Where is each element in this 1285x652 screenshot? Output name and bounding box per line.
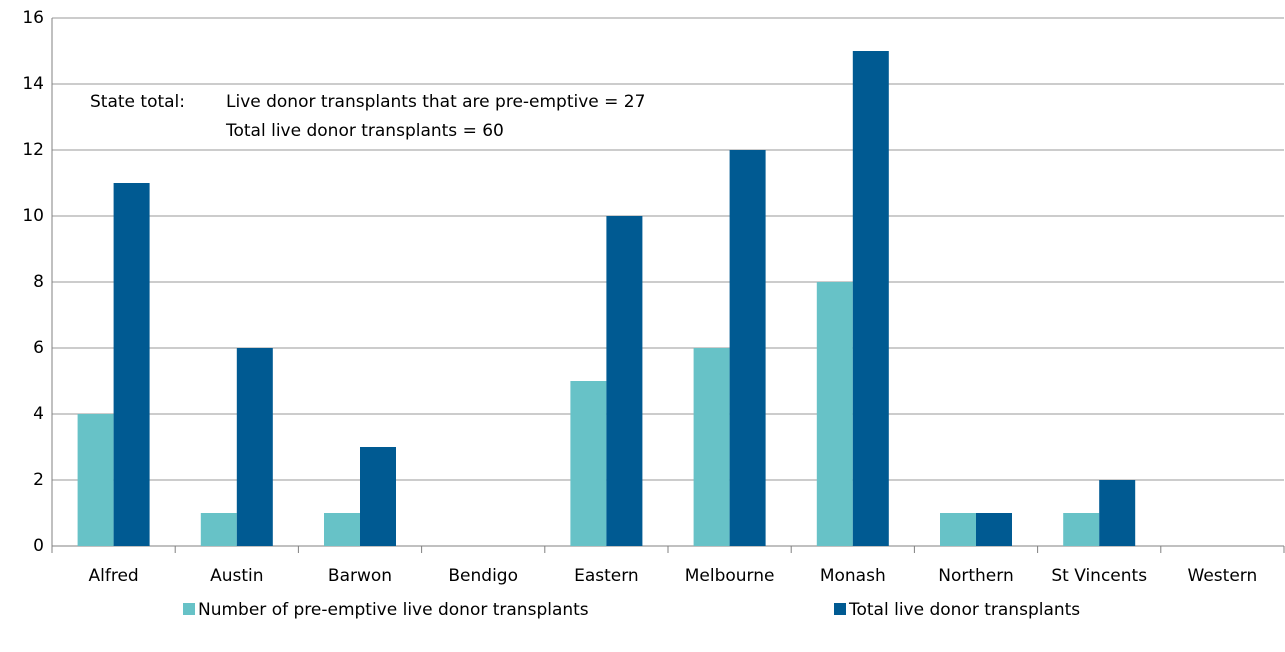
- legend-label: Total live donor transplants: [848, 600, 1080, 620]
- y-tick-label: 10: [22, 206, 44, 226]
- bar: [77, 414, 114, 546]
- y-tick-label: 4: [33, 404, 44, 424]
- x-tick-label: Melbourne: [685, 566, 775, 586]
- annotation: State total:: [90, 92, 185, 112]
- x-tick-label: Northern: [938, 566, 1013, 586]
- bar: [976, 513, 1012, 546]
- bar: [200, 513, 237, 546]
- y-tick-label: 14: [22, 74, 44, 94]
- x-tick-label: Eastern: [574, 566, 639, 586]
- x-tick-label: Western: [1188, 566, 1258, 586]
- legend-swatch: [183, 603, 195, 615]
- bar: [852, 51, 889, 546]
- bar: [729, 150, 766, 546]
- annotation: Total live donor transplants = 60: [225, 121, 504, 141]
- y-tick-label: 0: [33, 536, 44, 556]
- x-tick-label: Barwon: [328, 566, 392, 586]
- y-tick-label: 2: [33, 470, 44, 490]
- bar: [360, 447, 396, 546]
- bar: [1063, 513, 1100, 546]
- bar: [693, 348, 730, 546]
- bar: [324, 513, 360, 546]
- bar: [570, 381, 607, 546]
- bar: [113, 183, 150, 546]
- x-tick-label: Monash: [820, 566, 886, 586]
- x-tick-label: St Vincents: [1051, 566, 1147, 586]
- y-tick-label: 12: [22, 140, 44, 160]
- x-tick-label: Austin: [210, 566, 263, 586]
- bar: [1099, 480, 1136, 546]
- y-tick-label: 8: [33, 272, 44, 292]
- legend-swatch: [834, 603, 846, 615]
- bar: [236, 348, 273, 546]
- y-tick-label: 16: [22, 8, 44, 28]
- legend-label: Number of pre-emptive live donor transpl…: [198, 600, 589, 620]
- bar: [940, 513, 976, 546]
- bar: [816, 282, 853, 546]
- y-tick-label: 6: [33, 338, 44, 358]
- x-tick-label: Bendigo: [448, 566, 518, 586]
- annotation: Live donor transplants that are pre-empt…: [226, 92, 645, 112]
- x-tick-label: Alfred: [88, 566, 138, 586]
- bar: [606, 216, 643, 546]
